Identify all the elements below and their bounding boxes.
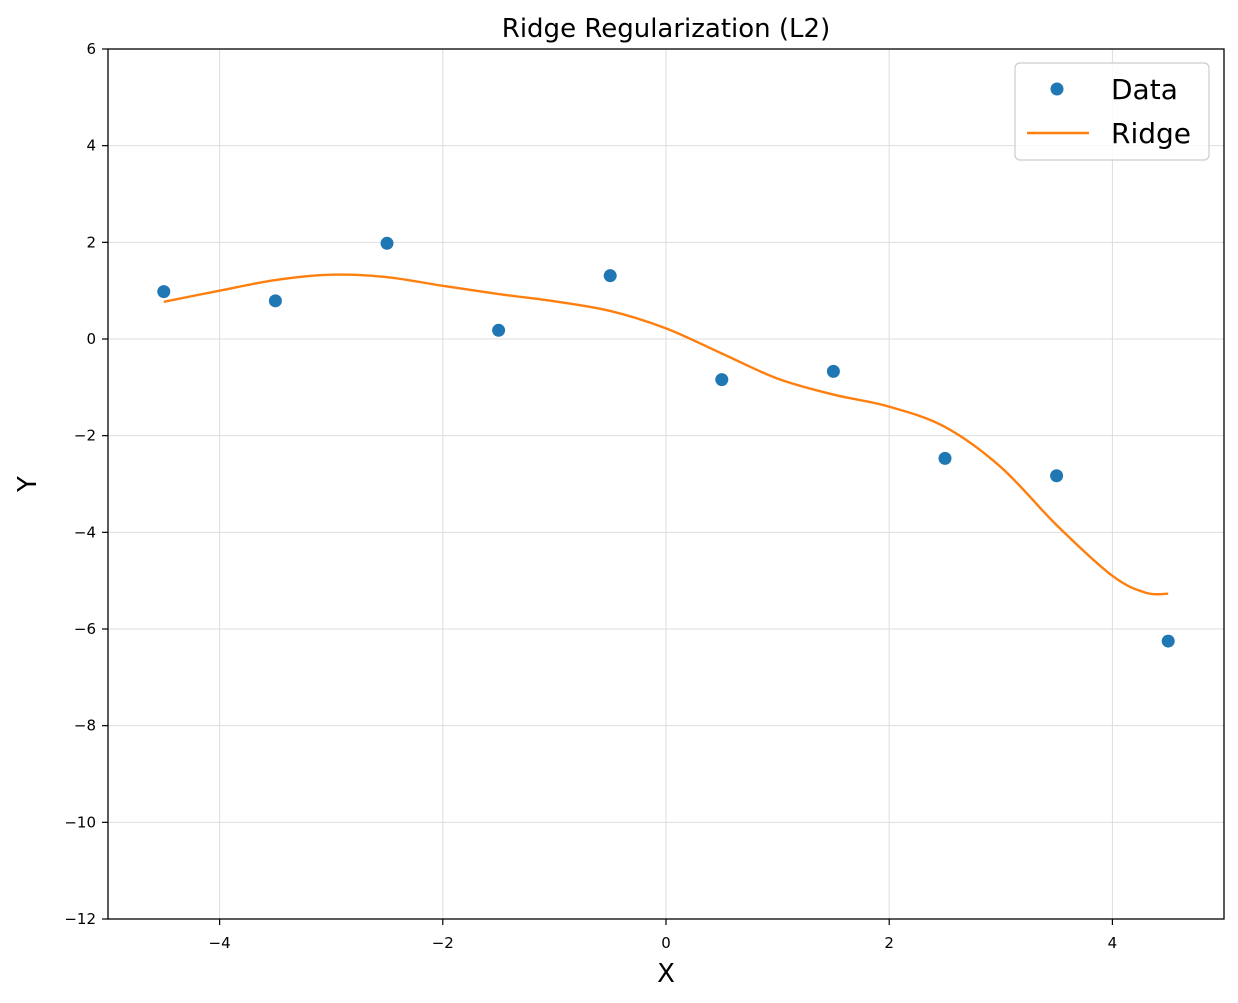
legend-box (1014, 62, 1210, 161)
data-point (268, 294, 282, 308)
y-tick-label: 6 (86, 40, 96, 58)
legend-data-marker (1050, 82, 1064, 96)
data-point (938, 451, 952, 465)
data-points (157, 236, 1175, 648)
x-tick-label: 0 (661, 934, 671, 952)
plot-frame (107, 48, 1225, 920)
chart-title: Ridge Regularization (L2) (502, 14, 830, 44)
y-tick-label: −8 (74, 717, 96, 735)
data-point (1050, 469, 1064, 483)
y-tick-label: 2 (86, 233, 96, 251)
data-point (715, 373, 729, 387)
data-point (826, 364, 840, 378)
x-tick-label: −2 (432, 934, 454, 952)
y-axis-label: Y (13, 476, 43, 493)
data-point (603, 269, 617, 283)
y-tick-label: −6 (74, 620, 96, 638)
y-tick-label: −2 (74, 427, 96, 445)
y-tick-label: 0 (86, 330, 96, 348)
y-tick-label: −4 (74, 523, 96, 541)
ridge-line (163, 273, 1169, 596)
x-tick-label: 2 (884, 934, 894, 952)
x-tick-label: 4 (1108, 934, 1118, 952)
y-tick-label: −10 (64, 813, 96, 831)
legend-ridge-label: Ridge (1111, 117, 1191, 150)
x-axis-ticks: −4 −2 0 2 4 (209, 919, 1118, 952)
plot-area (157, 236, 1175, 648)
y-tick-label: −12 (64, 910, 96, 928)
y-tick-label: 4 (86, 137, 96, 155)
data-point (1161, 634, 1175, 648)
x-axis-label: X (657, 959, 675, 989)
data-point (380, 236, 394, 250)
data-point (157, 285, 171, 299)
y-axis-ticks: −12 −10 −8 −6 −4 −2 0 2 4 6 (64, 40, 108, 928)
legend-data-label: Data (1111, 73, 1178, 106)
legend: Data Ridge (1014, 62, 1210, 161)
data-point (492, 323, 506, 337)
x-tick-label: −4 (209, 934, 231, 952)
